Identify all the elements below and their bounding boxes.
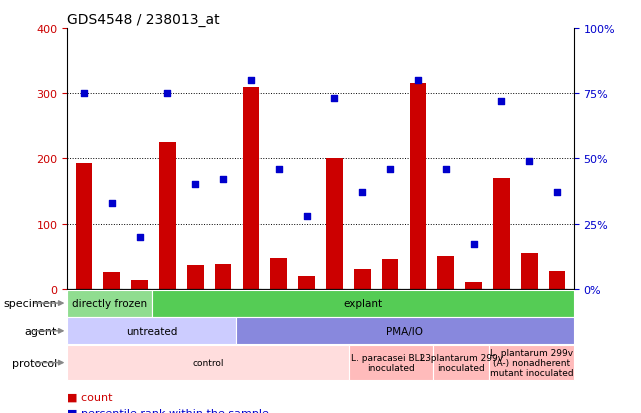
Bar xyxy=(521,253,538,289)
Point xyxy=(469,242,479,248)
Bar xyxy=(437,256,454,289)
Bar xyxy=(215,264,231,289)
Text: agent: agent xyxy=(25,326,57,336)
Bar xyxy=(103,273,120,289)
Text: specimen: specimen xyxy=(3,298,57,309)
Bar xyxy=(381,259,399,289)
Bar xyxy=(152,290,574,317)
Bar xyxy=(67,290,152,317)
Point xyxy=(385,166,395,173)
Point xyxy=(329,96,340,102)
Point xyxy=(524,158,535,165)
Bar xyxy=(236,318,574,344)
Bar xyxy=(493,178,510,289)
Bar xyxy=(549,271,565,289)
Bar xyxy=(67,345,349,380)
Text: PMA/IO: PMA/IO xyxy=(387,326,424,336)
Point xyxy=(440,166,451,173)
Point xyxy=(218,176,228,183)
Point xyxy=(106,200,117,206)
Bar xyxy=(67,318,236,344)
Bar xyxy=(242,88,260,289)
Text: untreated: untreated xyxy=(126,326,178,336)
Text: explant: explant xyxy=(343,298,382,309)
Bar xyxy=(159,143,176,289)
Point xyxy=(496,98,506,105)
Text: L. paracasei BL23
inoculated: L. paracasei BL23 inoculated xyxy=(351,353,431,373)
Bar xyxy=(187,265,204,289)
Text: GDS4548 / 238013_at: GDS4548 / 238013_at xyxy=(67,12,220,26)
Bar xyxy=(131,281,148,289)
Point xyxy=(79,90,89,97)
Point xyxy=(246,78,256,84)
Point xyxy=(135,234,145,240)
Text: control: control xyxy=(192,358,224,367)
Bar xyxy=(349,345,433,380)
Bar xyxy=(354,270,370,289)
Text: protocol: protocol xyxy=(12,358,57,368)
Bar xyxy=(410,84,426,289)
Bar xyxy=(433,345,489,380)
Text: L. plantarum 299v
inoculated: L. plantarum 299v inoculated xyxy=(420,353,503,373)
Text: directly frozen: directly frozen xyxy=(72,298,147,309)
Point xyxy=(552,190,562,196)
Text: ■ count: ■ count xyxy=(67,392,113,402)
Point xyxy=(162,90,172,97)
Bar xyxy=(298,276,315,289)
Bar xyxy=(76,164,92,289)
Point xyxy=(301,213,312,220)
Point xyxy=(274,166,284,173)
Bar xyxy=(271,258,287,289)
Bar xyxy=(465,282,482,289)
Point xyxy=(357,190,367,196)
Point xyxy=(190,182,201,188)
Text: L. plantarum 299v
(A-) nonadherent
mutant inoculated: L. plantarum 299v (A-) nonadherent mutan… xyxy=(490,348,573,377)
Text: ■ percentile rank within the sample: ■ percentile rank within the sample xyxy=(67,408,269,413)
Bar xyxy=(326,159,343,289)
Bar xyxy=(489,345,574,380)
Point xyxy=(413,78,423,84)
